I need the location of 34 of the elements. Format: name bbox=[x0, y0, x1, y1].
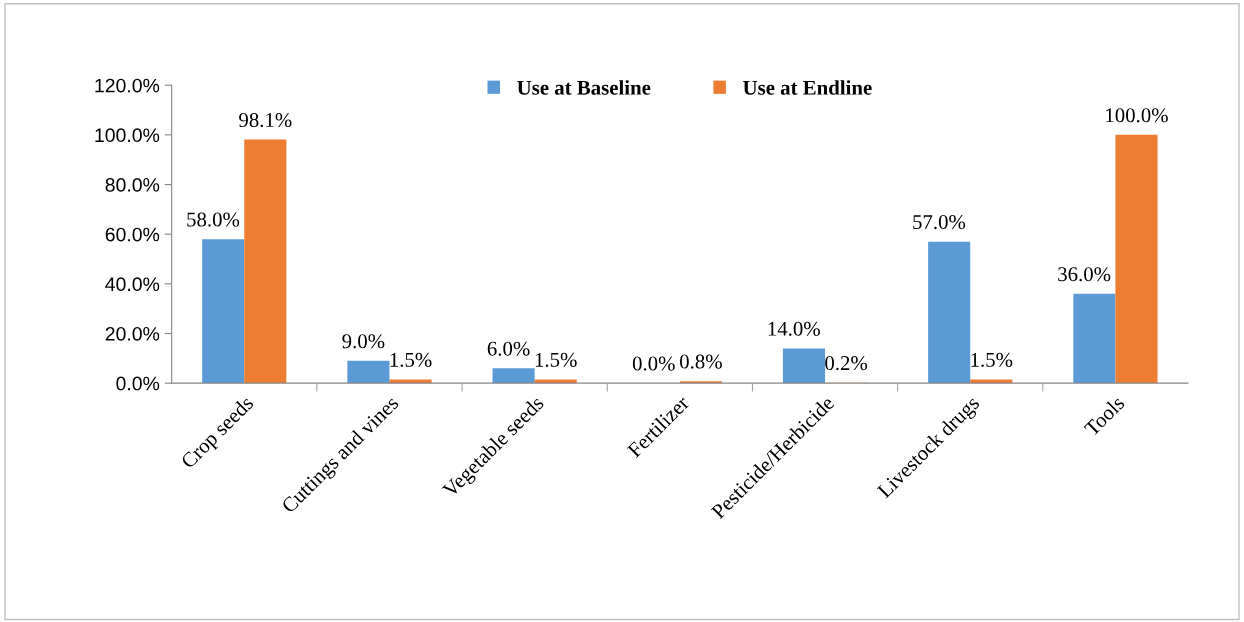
data-label: 6.0% bbox=[487, 341, 530, 356]
data-label: 100.0% bbox=[1106, 108, 1168, 123]
data-label: 9.0% bbox=[342, 334, 385, 349]
y-tick-label: 120.0% bbox=[95, 78, 160, 93]
y-tick-label: 20.0% bbox=[105, 326, 160, 341]
bar bbox=[202, 239, 245, 384]
bar bbox=[534, 379, 577, 384]
data-label: 1.5% bbox=[535, 352, 577, 367]
y-tick-label: 0.0% bbox=[116, 376, 160, 391]
data-label: 36.0% bbox=[1058, 267, 1111, 282]
data-label: 14.0% bbox=[768, 321, 820, 336]
bar bbox=[1073, 293, 1116, 384]
bar bbox=[782, 348, 826, 384]
data-label: 1.5% bbox=[390, 352, 432, 367]
y-tick-label: 60.0% bbox=[105, 227, 160, 242]
data-label: 0.2% bbox=[825, 356, 868, 371]
y-tick-label: 40.0% bbox=[105, 277, 160, 292]
legend-label: Use at Baseline bbox=[517, 80, 651, 95]
bar bbox=[928, 241, 971, 384]
y-tick-label: 80.0% bbox=[105, 177, 160, 192]
bar bbox=[347, 360, 390, 384]
data-label: 0.0% bbox=[632, 356, 675, 371]
y-tick-label: 100.0% bbox=[95, 128, 160, 143]
bar bbox=[1115, 134, 1158, 384]
data-label: 57.0% bbox=[913, 215, 966, 230]
bar bbox=[244, 139, 287, 384]
legend-label: Use at Endline bbox=[743, 80, 872, 95]
bar bbox=[970, 379, 1013, 384]
data-label: 58.0% bbox=[187, 212, 240, 227]
data-label: 1.5% bbox=[971, 352, 1013, 367]
bar bbox=[492, 368, 535, 384]
data-label: 0.8% bbox=[680, 354, 722, 369]
data-label: 98.1% bbox=[239, 112, 292, 128]
bar bbox=[389, 379, 432, 384]
